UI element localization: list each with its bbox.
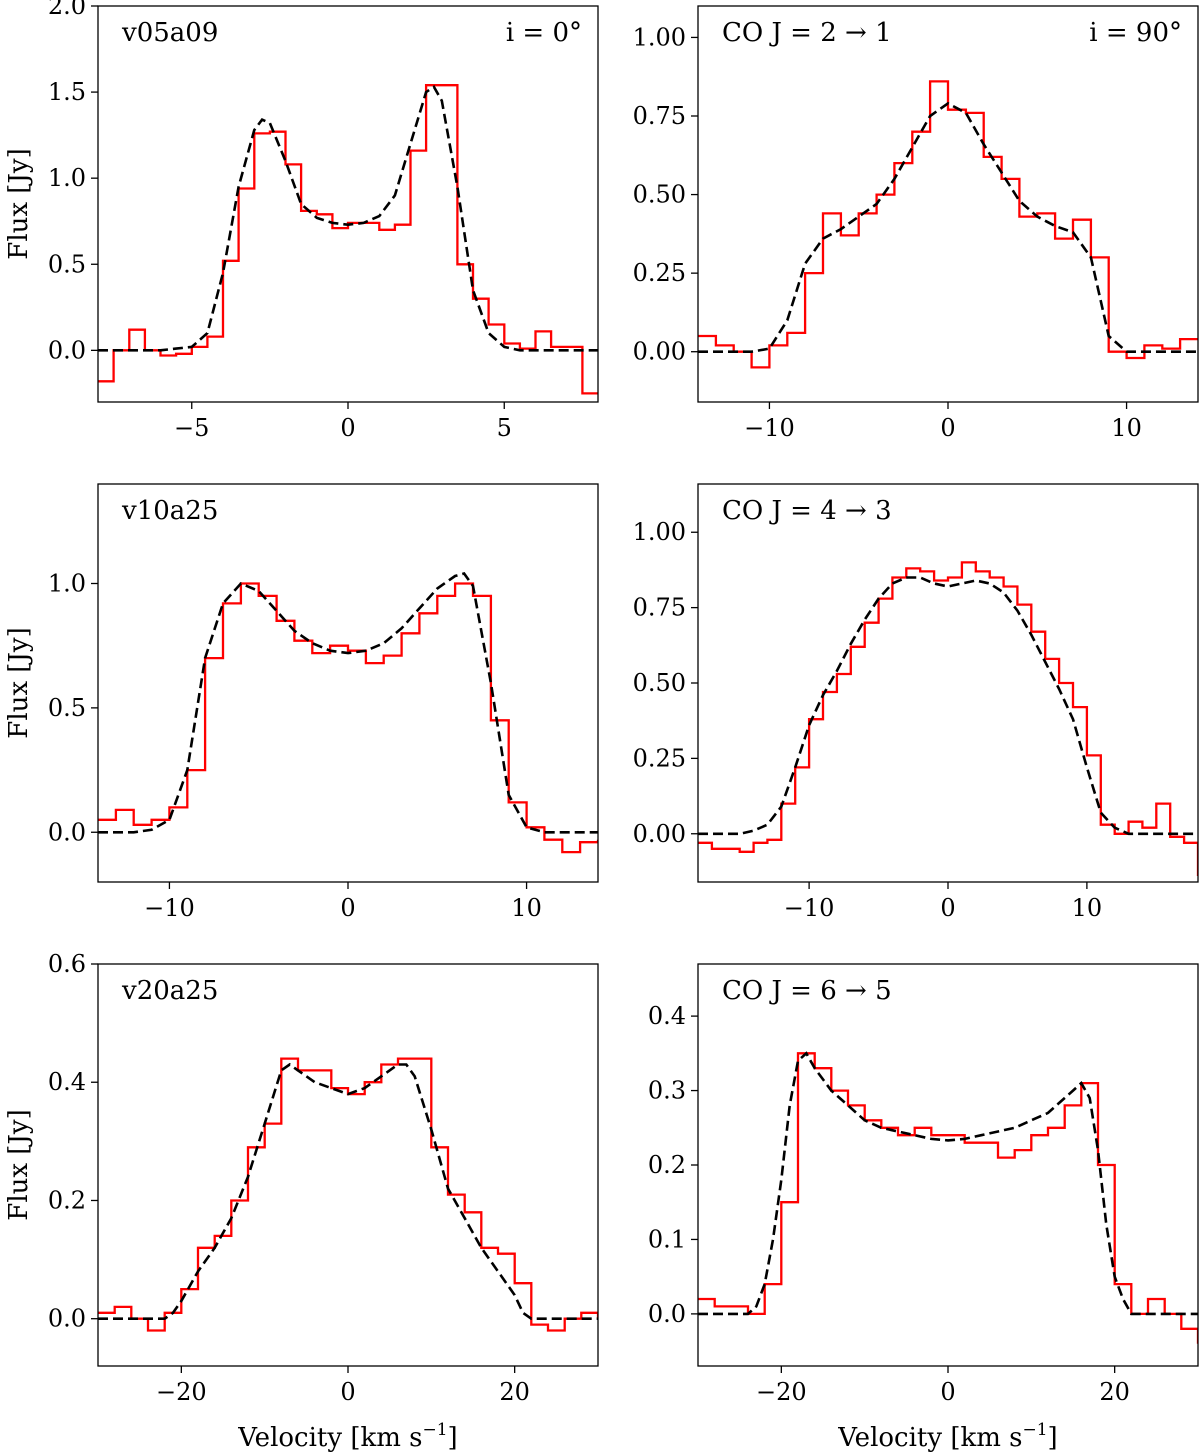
x-tick-label: −10 <box>144 894 195 922</box>
data-spectrum-co-j-4-3 <box>698 561 1198 876</box>
x-tick-label: 0 <box>940 1378 955 1406</box>
inclination-label: i = 90° <box>1089 18 1182 48</box>
panel-label: CO J = 4 → 3 <box>722 496 892 526</box>
model-fit-v20a25 <box>98 1062 598 1320</box>
panel-label: v05a09 <box>121 18 218 48</box>
x-tick-label: 0 <box>340 894 355 922</box>
x-tick-label: 0 <box>340 414 355 442</box>
y-tick-label: 0.2 <box>648 1151 686 1179</box>
panel-v05a09: −5 0 5 0.0 0.5 1.0 1.5 2.0 v05a09 i = 0° Flux [Jy] <box>4 0 599 442</box>
axes-frame <box>97 5 599 403</box>
y-tick-label: 2.0 <box>48 0 86 20</box>
panel-co-j-6-5: −20 0 20 0.0 0.1 0.2 0.3 0.4 CO J = 6 → 5 Velocit… <box>648 963 1199 1453</box>
y-tick-label: 1.0 <box>48 164 86 192</box>
x-tick-label: 0 <box>340 1378 355 1406</box>
axes-frame <box>697 963 1199 1367</box>
panel-co-j-4-3: −10 0 10 0.00 0.25 0.50 0.75 1.00 CO J = 4 → 3 <box>633 483 1199 922</box>
y-axis-label: Flux [Jy] <box>4 1109 34 1220</box>
panel-label: v20a25 <box>121 976 218 1006</box>
y-tick-label: 0.0 <box>648 1300 686 1328</box>
y-axis-label: Flux [Jy] <box>4 148 34 259</box>
model-fit-v10a25 <box>98 572 598 834</box>
y-tick-label: 0.4 <box>648 1002 686 1030</box>
x-tick-label: 5 <box>497 414 512 442</box>
data-spectrum-v20a25 <box>98 1057 598 1332</box>
y-tick-label: 0.00 <box>633 338 686 366</box>
x-tick-label: 0 <box>940 894 955 922</box>
x-tick-label: −20 <box>756 1378 807 1406</box>
x-tick-label: 10 <box>1072 894 1103 922</box>
x-tick-label: 20 <box>499 1378 530 1406</box>
panel-label: CO J = 2 → 1 <box>722 18 892 48</box>
panel-v10a25: −10 0 10 0.0 0.5 1.0 v10a25 Flux [Jy] <box>4 483 599 922</box>
x-tick-label: −10 <box>784 894 835 922</box>
y-tick-label: 0.75 <box>633 594 686 622</box>
model-fit-co-j-4-3 <box>698 576 1198 836</box>
y-tick-label: 0.1 <box>648 1225 686 1253</box>
y-tick-label: 0.5 <box>48 694 86 722</box>
y-tick-label: 0.50 <box>633 181 686 209</box>
y-tick-label: 0.4 <box>48 1068 86 1096</box>
model-fit-co-j-6-5 <box>698 1051 1198 1316</box>
y-tick-label: 0.00 <box>633 820 686 848</box>
y-tick-label: 1.0 <box>48 570 86 598</box>
y-tick-label: 0.0 <box>48 818 86 846</box>
x-tick-label: 20 <box>1099 1378 1130 1406</box>
y-tick-label: 1.00 <box>633 518 686 546</box>
axes-frame <box>697 483 1199 883</box>
y-tick-label: 0.0 <box>48 336 86 364</box>
y-tick-label: 0.50 <box>633 669 686 697</box>
x-axis-label: Velocity [km s−1] <box>837 1420 1057 1453</box>
y-tick-label: 1.00 <box>633 23 686 51</box>
y-tick-label: 0.5 <box>48 250 86 278</box>
y-tick-label: 0.75 <box>633 102 686 130</box>
y-tick-label: 0.3 <box>648 1077 686 1105</box>
axes-frame <box>97 963 599 1367</box>
y-tick-label: 0.6 <box>48 950 86 978</box>
inclination-label: i = 0° <box>506 18 582 48</box>
data-spectrum-co-j-2-1 <box>698 80 1198 369</box>
y-tick-label: 0.0 <box>48 1305 86 1333</box>
panel-co-j-2-1: −10 0 10 0.00 0.25 0.50 0.75 1.00 CO J = 2 → 1 i … <box>633 5 1199 442</box>
x-tick-label: −10 <box>744 414 795 442</box>
data-spectrum-co-j-6-5 <box>698 1052 1198 1344</box>
y-tick-label: 0.25 <box>633 259 686 287</box>
y-axis-label: Flux [Jy] <box>4 627 34 738</box>
panel-v20a25: −20 0 20 0.0 0.2 0.4 0.6 v20a25 Flux [Jy] Velocit… <box>4 950 599 1453</box>
panel-label: v10a25 <box>121 496 218 526</box>
x-tick-label: 0 <box>940 414 955 442</box>
x-tick-label: −5 <box>174 414 209 442</box>
y-tick-label: 1.5 <box>48 78 86 106</box>
model-fit-co-j-2-1 <box>698 101 1198 353</box>
x-tick-label: 10 <box>1111 414 1142 442</box>
y-tick-label: 0.25 <box>633 744 686 772</box>
x-tick-label: 10 <box>511 894 542 922</box>
x-axis-label: Velocity [km s−1] <box>237 1420 457 1453</box>
y-tick-label: 0.2 <box>48 1186 86 1214</box>
x-tick-label: −20 <box>156 1378 207 1406</box>
model-fit-v05a09 <box>98 85 598 352</box>
data-spectrum-v10a25 <box>98 582 598 854</box>
data-spectrum-v05a09 <box>98 84 598 395</box>
panel-label: CO J = 6 → 5 <box>722 976 892 1006</box>
